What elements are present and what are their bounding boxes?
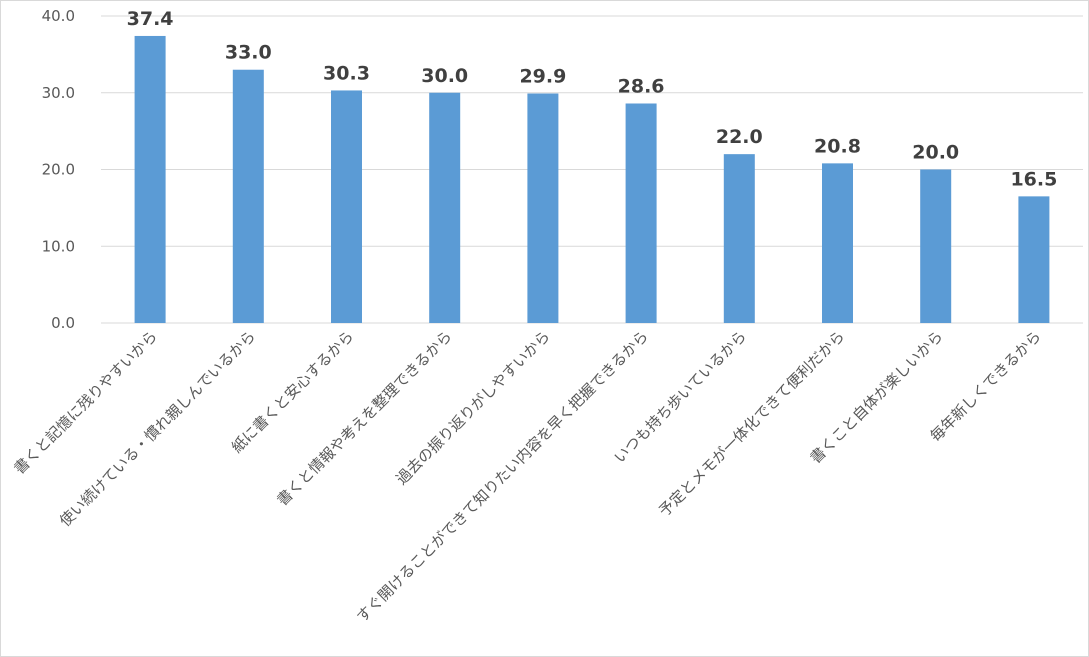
data-label: 16.5 [1010, 168, 1057, 190]
y-tick-label: 10.0 [42, 237, 75, 255]
y-tick-label: 0.0 [51, 314, 75, 332]
bar [134, 35, 166, 323]
bar [232, 69, 264, 323]
bar [920, 169, 952, 323]
bar [429, 92, 461, 323]
data-label: 37.4 [127, 8, 174, 30]
data-label: 29.9 [519, 66, 566, 88]
bar [1018, 196, 1050, 323]
y-tick-label: 30.0 [42, 84, 75, 102]
data-label: 28.6 [618, 75, 665, 97]
category-label: 予定とメモが一体化できて便利だから [655, 327, 848, 520]
category-label: 過去の振り返りがしやすいから [393, 327, 554, 488]
category-label: 毎年新しくできるから [926, 327, 1044, 445]
bar [625, 103, 657, 324]
bar [822, 163, 853, 323]
bar [527, 93, 559, 323]
data-label: 30.3 [323, 62, 370, 84]
data-label: 33.0 [225, 42, 272, 64]
category-label: 書くと情報や考えを整理できるから [273, 327, 455, 509]
category-label: 使い続けている・慣れ親しんでいるから [56, 327, 259, 530]
data-label: 30.0 [421, 65, 468, 87]
data-label: 22.0 [716, 126, 763, 148]
data-label: 20.0 [912, 142, 959, 164]
y-tick-label: 40.0 [42, 7, 75, 25]
bar [331, 90, 362, 323]
y-tick-label: 20.0 [42, 161, 75, 179]
data-label: 20.8 [814, 135, 861, 157]
bar [723, 154, 755, 323]
